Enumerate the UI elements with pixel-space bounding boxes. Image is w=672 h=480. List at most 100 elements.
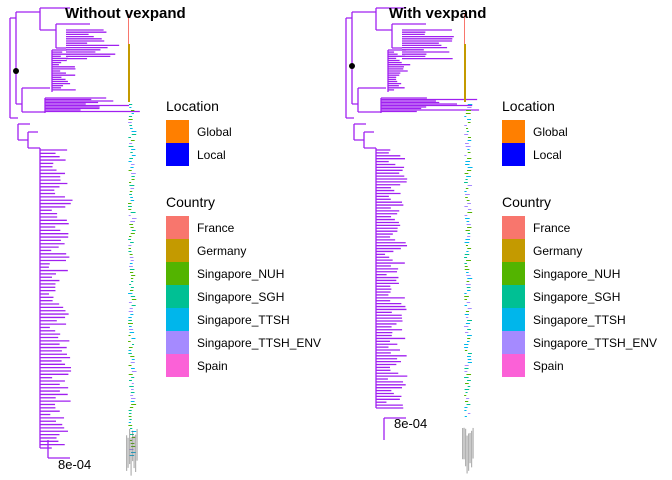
legend-label-france: France <box>197 221 235 235</box>
strip-segment <box>467 386 471 387</box>
legend-label-germany: Germany <box>197 244 246 258</box>
tip-label-mark <box>127 437 129 468</box>
strip-segment <box>466 170 472 171</box>
legend-key-singapore_nuh <box>166 262 189 285</box>
strip-segment <box>130 188 135 189</box>
strip-segment <box>128 14 129 44</box>
strip-segment <box>464 410 467 411</box>
strip-segment <box>130 140 135 141</box>
legend-label-singapore_sgh: Singapore_SGH <box>197 290 284 304</box>
strip-segment <box>131 431 137 432</box>
strip-segment <box>129 224 134 225</box>
strip-segment <box>464 332 469 333</box>
strip-segment <box>131 155 136 156</box>
strip-segment <box>128 335 131 336</box>
strip-segment <box>465 197 468 198</box>
strip-segment <box>464 254 470 255</box>
legend-title-country: Country <box>166 194 215 210</box>
strip-segment <box>131 437 136 438</box>
strip-segment <box>128 380 132 381</box>
strip-segment <box>465 143 469 144</box>
strip-segment <box>128 293 133 294</box>
strip-segment <box>131 218 137 219</box>
strip-segment <box>130 152 133 153</box>
strip-segment <box>467 362 472 363</box>
strip-segment <box>129 185 135 186</box>
tip-label-mark <box>133 435 135 469</box>
legend-key-singapore_ttsh_env <box>502 331 525 354</box>
legend-label-singapore_ttsh_env: Singapore_TTSH_ENV <box>197 336 321 350</box>
strip-segment <box>466 110 472 111</box>
strip-segment <box>128 206 132 207</box>
strip-segment <box>129 104 133 105</box>
strip-segment <box>128 413 132 414</box>
tip-label-mark <box>462 428 464 460</box>
strip-segment <box>464 269 470 270</box>
tip-label-mark <box>466 435 468 474</box>
strip-segment <box>131 377 135 378</box>
strip-segment <box>466 398 470 399</box>
strip-segment <box>128 329 134 330</box>
legend-key-local <box>502 143 525 166</box>
tree-without-vexpand <box>9 7 140 459</box>
strip-segment <box>128 245 132 246</box>
strip-segment <box>129 191 133 192</box>
strip-segment <box>466 176 471 177</box>
strip-segment <box>467 278 473 279</box>
strip-segment <box>128 146 134 147</box>
root-node-point <box>13 68 19 74</box>
strip-segment <box>467 413 471 414</box>
strip-segment <box>465 392 468 393</box>
legend-key-singapore_ttsh <box>166 308 189 331</box>
tip-labels-with-vexpand <box>462 427 474 474</box>
strip-segment <box>467 119 471 120</box>
strip-segment <box>465 245 468 246</box>
strip-segment <box>467 320 473 321</box>
tree-clade-c <box>357 87 386 113</box>
strip-segment <box>131 446 136 447</box>
strip-segment <box>128 137 131 138</box>
tree-clade-upper <box>15 11 40 105</box>
strip-segment <box>131 179 135 180</box>
tree-backbone <box>9 17 18 119</box>
strip-segment <box>467 290 471 291</box>
tip-labels-without-vexpand <box>126 428 138 476</box>
strip-segment <box>130 362 135 363</box>
strip-segment <box>130 212 136 213</box>
strip-segment <box>467 338 471 339</box>
legend-key-global <box>502 120 525 143</box>
strip-segment <box>466 251 469 252</box>
tip-label-mark <box>130 437 132 476</box>
tree-clade-top <box>39 7 70 31</box>
legend-label-singapore_sgh: Singapore_SGH <box>533 290 620 304</box>
strip-segment <box>466 128 469 129</box>
strip-segment <box>465 113 471 114</box>
strip-segment <box>464 263 467 264</box>
strip-segment <box>467 212 473 213</box>
strip-segment <box>467 380 471 381</box>
strip-segment <box>465 383 469 384</box>
strip-segment <box>128 323 133 324</box>
scale-label-with-vexpand: 8e-04 <box>394 416 427 431</box>
strip-segment <box>464 125 467 126</box>
strip-segment <box>128 44 130 102</box>
strip-segment <box>131 389 134 390</box>
strip-segment <box>128 374 133 375</box>
strip-segment <box>128 182 132 183</box>
strip-segment <box>467 185 473 186</box>
tree-twig <box>383 417 406 440</box>
strip-segment <box>467 158 472 159</box>
legend-label-global: Global <box>533 125 568 139</box>
root-node-point <box>349 63 355 69</box>
strip-segment <box>131 173 136 174</box>
tree-with-vexpand <box>345 7 480 440</box>
strip-segment <box>130 200 135 201</box>
strip-segment <box>128 353 132 354</box>
tree-clade-b <box>55 23 90 49</box>
legend-key-singapore_sgh <box>502 285 525 308</box>
legend-title-location: Location <box>166 98 219 114</box>
strip-segment <box>128 317 132 318</box>
strip-segment <box>128 119 133 120</box>
tree-clade-upper <box>351 11 376 105</box>
strip-segment <box>129 143 133 144</box>
